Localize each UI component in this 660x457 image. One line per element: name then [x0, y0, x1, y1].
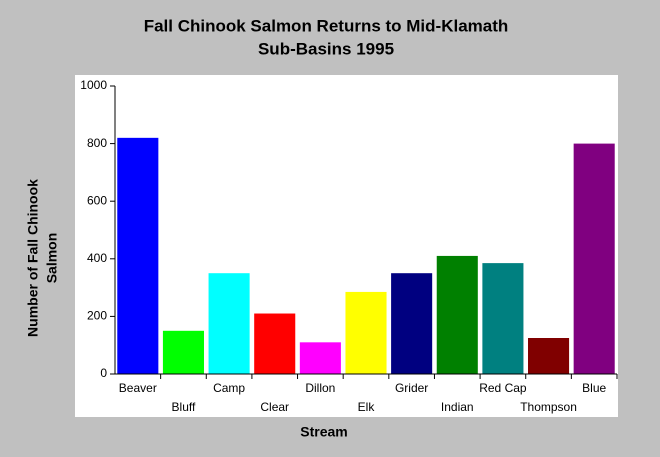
- x-tick-label: Elk: [358, 400, 376, 414]
- bar: [573, 143, 615, 374]
- x-tick-label: Thompson: [520, 400, 577, 414]
- chart-title: Fall Chinook Salmon Returns to Mid-Klama…: [144, 16, 509, 35]
- bar: [391, 273, 433, 374]
- x-tick-label: Camp: [213, 381, 245, 395]
- x-axis-label: Stream: [300, 424, 347, 440]
- bar: [162, 330, 204, 374]
- x-tick-label: Bluff: [172, 400, 196, 414]
- x-tick-label: Beaver: [119, 381, 157, 395]
- bar: [254, 313, 296, 374]
- x-tick-label: Red Cap: [479, 381, 527, 395]
- bar: [117, 137, 159, 374]
- y-axis-label: Number of Fall Chinook: [25, 179, 41, 337]
- y-axis-label: Salmon: [44, 233, 60, 284]
- x-tick-label: Blue: [582, 381, 606, 395]
- x-tick-label: Clear: [260, 400, 289, 414]
- bar: [436, 255, 478, 374]
- y-tick-label: 600: [87, 193, 107, 207]
- y-tick-label: 400: [87, 251, 107, 265]
- x-tick-label: Dillon: [305, 381, 335, 395]
- y-tick-label: 800: [87, 136, 107, 150]
- y-tick-label: 200: [87, 309, 107, 323]
- bar: [208, 273, 250, 374]
- x-tick-label: Indian: [441, 400, 474, 414]
- chart-title: Sub-Basins 1995: [258, 39, 394, 58]
- bar: [528, 338, 570, 374]
- x-tick-label: Grider: [395, 381, 428, 395]
- y-tick-label: 1000: [80, 78, 107, 92]
- y-tick-label: 0: [100, 366, 107, 380]
- bar: [345, 291, 387, 374]
- bar: [299, 342, 341, 374]
- bar: [482, 263, 524, 374]
